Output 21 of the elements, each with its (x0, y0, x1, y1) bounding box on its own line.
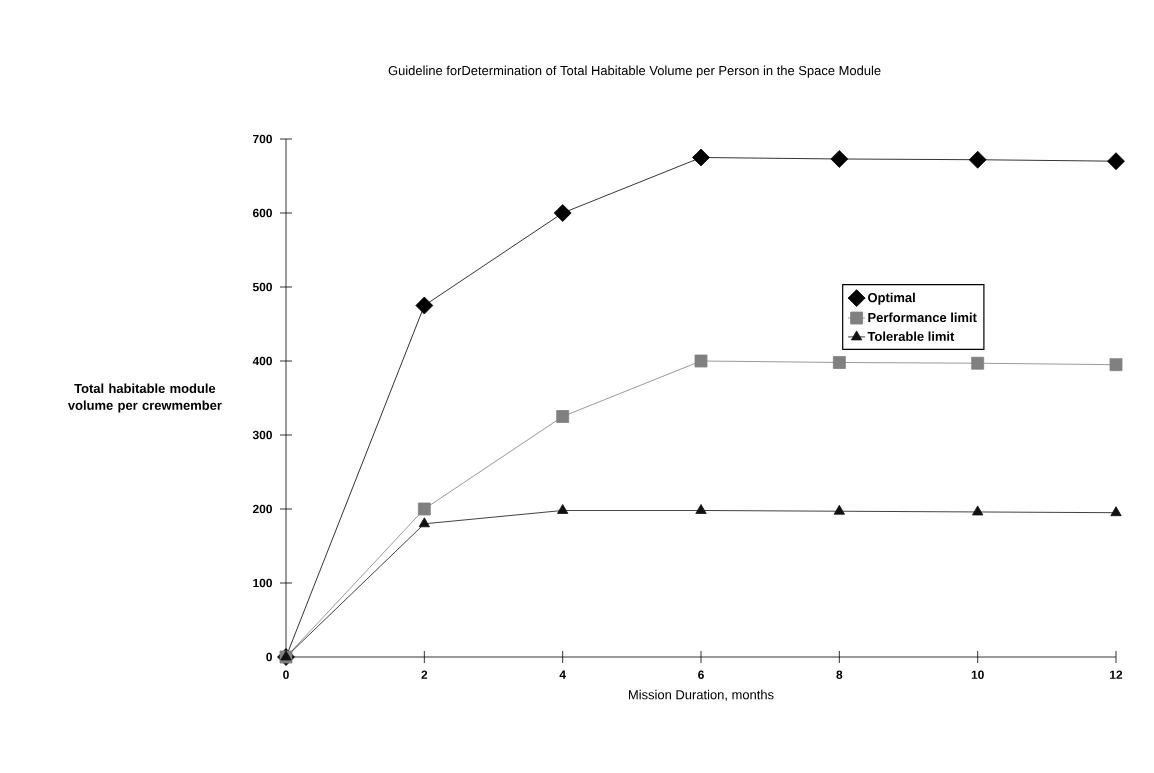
chart-title: Guideline forDetermination of Total Habitable Volume per Person in the Space Module (388, 65, 881, 78)
legend-label: Performance limit (868, 312, 977, 323)
y-tick-label: 400 (252, 356, 272, 366)
legend-label: Tolerable limit (867, 331, 955, 341)
x-tick-label: 8 (836, 670, 843, 679)
y-tick-label: 600 (252, 208, 272, 218)
x-tick-label: 6 (698, 670, 704, 679)
x-axis-title: Mission Duration, months (629, 689, 774, 701)
x-tick-label: 0 (283, 670, 289, 679)
y-tick-label: 700 (253, 134, 272, 144)
y-tick-label: 200 (252, 504, 272, 514)
x-tick-label: 10 (971, 670, 984, 679)
x-tick-label: 2 (421, 670, 428, 679)
y-tick-label: 300 (252, 430, 272, 440)
y-tick-label: 0 (266, 652, 272, 662)
x-tick-label: 4 (559, 670, 566, 679)
y-tick-label: 100 (253, 578, 272, 588)
x-tick-label: 12 (1110, 670, 1123, 679)
legend-label: Optimal (868, 292, 915, 305)
y-tick-label: 500 (252, 282, 272, 292)
y-axis-title: Total habitable module volume per crewmember (67, 383, 222, 413)
